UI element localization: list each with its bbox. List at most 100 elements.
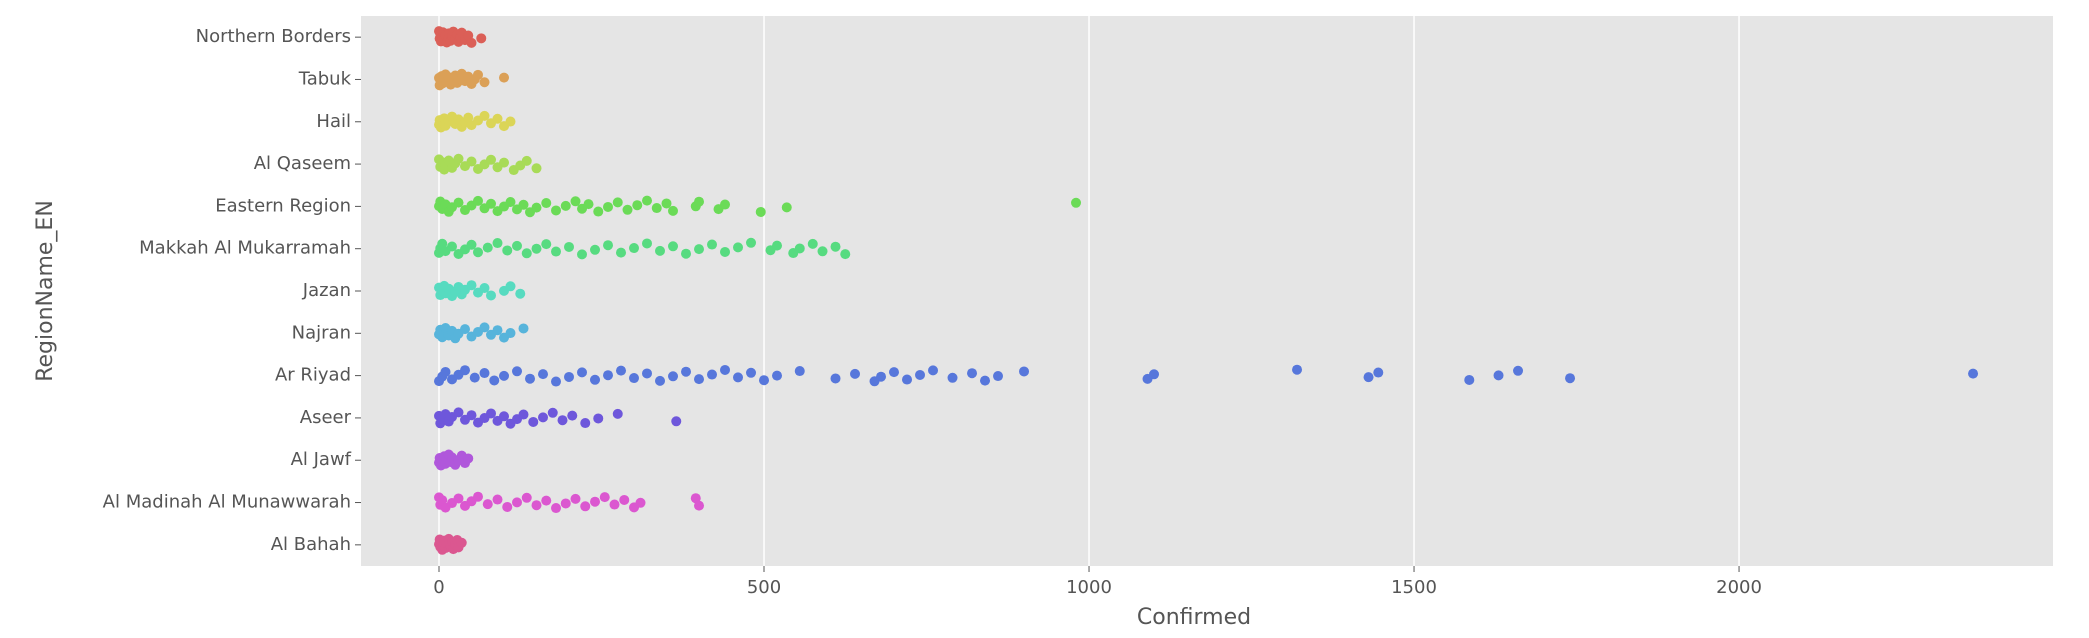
point bbox=[651, 203, 662, 214]
point bbox=[482, 499, 493, 510]
point bbox=[469, 372, 480, 383]
point bbox=[551, 246, 562, 257]
y-tick-label: Ar Riyad bbox=[275, 365, 351, 386]
point bbox=[486, 408, 497, 419]
point bbox=[473, 491, 484, 502]
y-axis-label: RegionName_EN bbox=[33, 200, 58, 382]
point bbox=[1373, 367, 1384, 378]
point bbox=[502, 501, 513, 512]
point bbox=[466, 280, 477, 291]
y-tick-label: Al Bahah bbox=[271, 534, 351, 555]
point bbox=[733, 242, 744, 253]
point bbox=[538, 369, 549, 380]
point bbox=[499, 411, 510, 422]
point bbox=[499, 370, 510, 381]
y-tick-label: Aseer bbox=[300, 407, 352, 428]
point bbox=[479, 110, 490, 121]
y-tick-label: Makkah Al Mukarramah bbox=[139, 238, 351, 259]
point bbox=[460, 365, 471, 376]
point bbox=[807, 238, 818, 249]
point bbox=[531, 500, 542, 511]
y-tick-label: Al Madinah Al Munawwarah bbox=[103, 492, 351, 513]
x-tick-label: 500 bbox=[747, 577, 781, 598]
point bbox=[655, 375, 666, 386]
x-tick-label: 1500 bbox=[1391, 577, 1437, 598]
point bbox=[456, 537, 467, 548]
point bbox=[915, 369, 926, 380]
point bbox=[967, 368, 978, 379]
point bbox=[830, 373, 841, 384]
point bbox=[453, 407, 464, 418]
x-tick-label: 1000 bbox=[1066, 577, 1112, 598]
point bbox=[551, 205, 562, 216]
point bbox=[612, 197, 623, 208]
point bbox=[531, 243, 542, 254]
point bbox=[817, 246, 828, 257]
x-axis-label: Confirmed bbox=[1137, 605, 1251, 630]
point bbox=[1363, 372, 1374, 383]
point bbox=[694, 196, 705, 207]
point bbox=[515, 288, 526, 299]
point bbox=[928, 365, 939, 376]
point bbox=[603, 201, 614, 212]
point bbox=[463, 453, 474, 464]
point bbox=[512, 240, 523, 251]
point bbox=[590, 244, 601, 255]
point bbox=[489, 375, 500, 386]
point bbox=[473, 247, 484, 258]
point bbox=[612, 408, 623, 419]
x-tick-label: 2000 bbox=[1716, 577, 1762, 598]
point bbox=[850, 368, 861, 379]
point bbox=[479, 283, 490, 294]
point bbox=[492, 113, 503, 124]
point bbox=[1292, 364, 1303, 375]
point bbox=[583, 199, 594, 210]
point bbox=[707, 239, 718, 250]
point bbox=[541, 239, 552, 250]
point bbox=[632, 200, 643, 211]
point bbox=[1149, 369, 1160, 380]
point bbox=[482, 242, 493, 253]
point bbox=[564, 371, 575, 382]
point bbox=[840, 249, 851, 260]
point bbox=[629, 373, 640, 384]
point bbox=[1513, 365, 1524, 376]
point bbox=[512, 366, 523, 377]
point bbox=[521, 248, 532, 259]
point bbox=[518, 323, 529, 334]
y-tick-label: Al Qaseem bbox=[254, 153, 351, 174]
point bbox=[681, 248, 692, 259]
point bbox=[947, 372, 958, 383]
point bbox=[466, 156, 477, 167]
point bbox=[521, 492, 532, 503]
point bbox=[694, 244, 705, 255]
x-tick-label: 0 bbox=[433, 577, 444, 598]
point bbox=[1493, 370, 1504, 381]
point bbox=[505, 116, 516, 127]
point bbox=[993, 371, 1004, 382]
y-tick-label: Eastern Region bbox=[215, 195, 351, 216]
point bbox=[525, 373, 536, 384]
point bbox=[889, 367, 900, 378]
point bbox=[619, 494, 630, 505]
point bbox=[616, 247, 627, 258]
point bbox=[642, 195, 653, 206]
point bbox=[453, 153, 464, 164]
point bbox=[694, 500, 705, 511]
point bbox=[551, 503, 562, 514]
point bbox=[781, 202, 792, 213]
point bbox=[590, 496, 601, 507]
point bbox=[746, 237, 757, 248]
point bbox=[531, 163, 542, 174]
point bbox=[1019, 366, 1030, 377]
point bbox=[460, 324, 471, 335]
point bbox=[466, 410, 477, 421]
point bbox=[560, 498, 571, 509]
point bbox=[512, 497, 523, 508]
point bbox=[694, 374, 705, 385]
point bbox=[720, 246, 731, 257]
y-tick-label: Hail bbox=[316, 111, 351, 132]
plot-area bbox=[361, 16, 2053, 566]
point bbox=[499, 157, 510, 168]
